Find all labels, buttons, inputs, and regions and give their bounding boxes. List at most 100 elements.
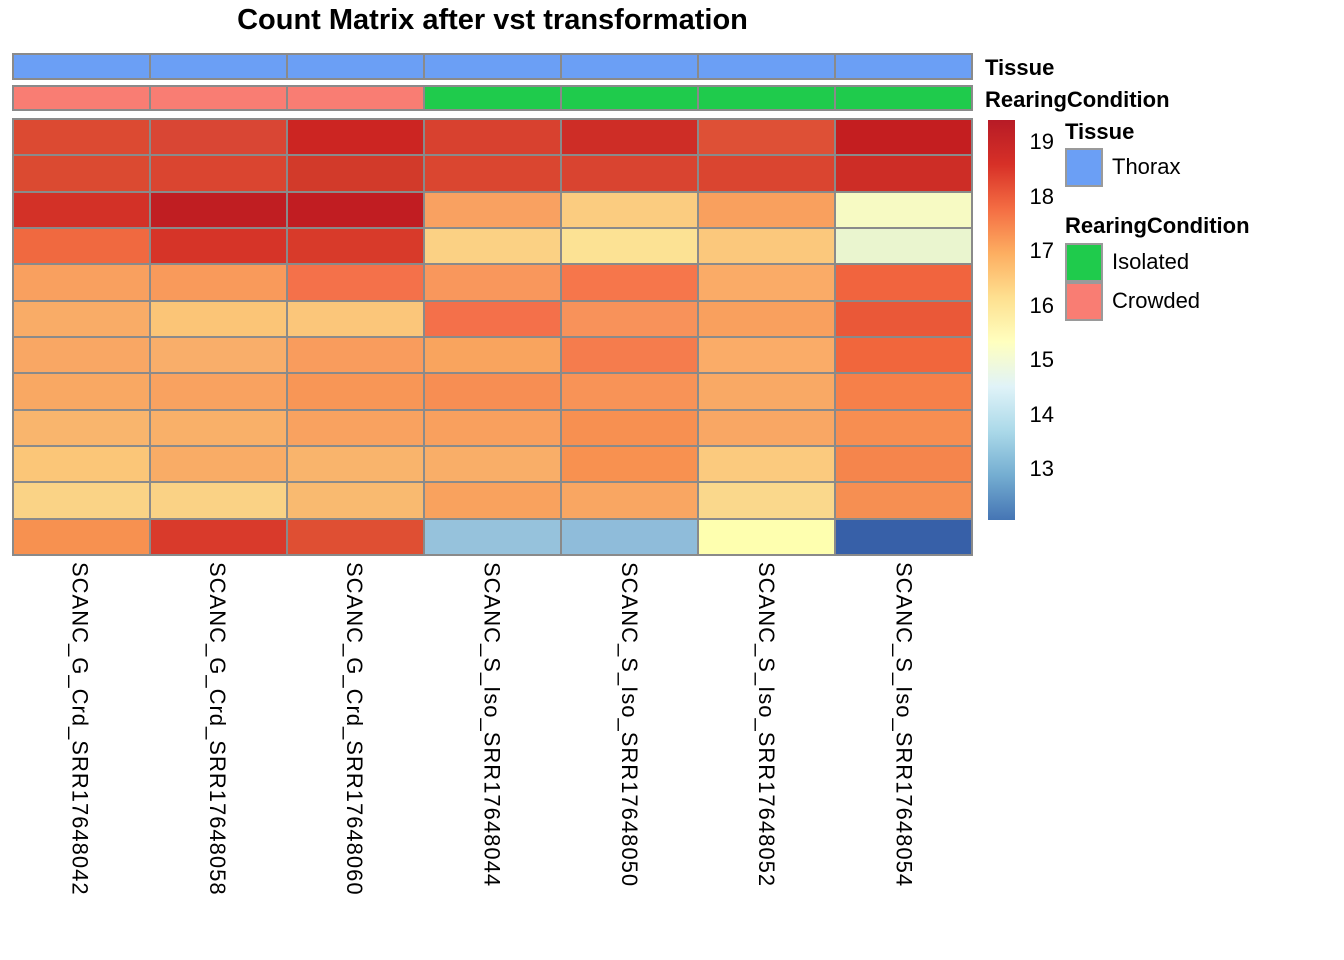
heatmap-grid [12, 118, 973, 556]
colorbar-tick-label: 14 [1029, 401, 1054, 427]
heatmap-cell [698, 336, 835, 374]
heatmap-cell [835, 119, 972, 156]
heatmap-cell [561, 264, 698, 301]
heatmap-cell [424, 518, 561, 555]
heatmap-cell [150, 264, 287, 301]
heatmap-cell [561, 518, 698, 555]
tissue-annotation-cell [698, 54, 835, 79]
heatmap-cell [424, 373, 561, 410]
heatmap-cell [698, 482, 835, 519]
heatmap-cell [287, 264, 424, 301]
heatmap-cell [287, 119, 424, 156]
legend-rearing-label: Crowded [1112, 288, 1201, 313]
legend-tissue-label: Thorax [1112, 154, 1181, 179]
heatmap-cell [13, 373, 150, 410]
tissue-annotation-cell [13, 54, 150, 79]
heatmap-cell [13, 300, 150, 337]
heatmap-cell [287, 409, 424, 446]
heatmap-cell [13, 264, 150, 301]
heatmap-cell [150, 119, 287, 156]
column-label: SCANC_S_Iso_SRR17648054 [891, 562, 917, 888]
colorbar-legend [988, 120, 1015, 520]
heatmap-cell [424, 409, 561, 446]
heatmap-cell [150, 227, 287, 265]
heatmap-cell [698, 155, 835, 192]
heatmap-cell [150, 373, 287, 410]
heatmap-cell [287, 336, 424, 374]
heatmap-cell [698, 119, 835, 156]
colorbar-tick-label: 16 [1029, 292, 1054, 318]
heatmap-cell [835, 409, 972, 446]
heatmap-cell [287, 373, 424, 410]
heatmap-cell [424, 227, 561, 265]
heatmap-cell [424, 155, 561, 192]
annotation-bar-rearing [12, 85, 973, 111]
heatmap-cell [698, 373, 835, 410]
heatmap-cell [287, 191, 424, 228]
heatmap-cell [13, 482, 150, 519]
heatmap-cell [13, 191, 150, 228]
heatmap-cell [561, 227, 698, 265]
heatmap-cell [698, 227, 835, 265]
heatmap-cell [561, 191, 698, 228]
annotation-label-tissue: Tissue [985, 55, 1055, 80]
heatmap-cell [561, 482, 698, 519]
rearing-annotation-cell [698, 86, 835, 110]
rearing-annotation-cell [424, 86, 561, 110]
tissue-annotation-cell [424, 54, 561, 79]
heatmap-cell [13, 227, 150, 265]
rearing-annotation-cell [150, 86, 287, 110]
heatmap-cell [150, 155, 287, 192]
heatmap-cell [150, 409, 287, 446]
legend-tissue-swatch [1065, 148, 1103, 187]
column-label: SCANC_S_Iso_SRR17648050 [616, 562, 642, 888]
heatmap-cell [424, 119, 561, 156]
heatmap-cell [150, 191, 287, 228]
heatmap-cell [287, 482, 424, 519]
rearing-annotation-cell [287, 86, 424, 110]
heatmap-cell [835, 191, 972, 228]
tissue-annotation-cell [150, 54, 287, 79]
heatmap-cell [13, 445, 150, 483]
heatmap-cell [835, 227, 972, 265]
legend-rearing-swatch [1065, 243, 1103, 282]
heatmap-cell [835, 518, 972, 555]
tissue-annotation-cell [835, 54, 972, 79]
heatmap-cell [287, 518, 424, 555]
heatmap-cell [698, 300, 835, 337]
heatmap-cell [150, 482, 287, 519]
legend-header-rearingcondition: RearingCondition [1065, 213, 1250, 238]
heatmap-cell [561, 445, 698, 483]
heatmap-cell [698, 518, 835, 555]
legend-header-tissue: Tissue [1065, 119, 1135, 144]
heatmap-cell [287, 445, 424, 483]
heatmap-cell [835, 336, 972, 374]
heatmap-cell [13, 409, 150, 446]
heatmap-cell [424, 300, 561, 337]
heatmap-cell [424, 191, 561, 228]
heatmap-cell [698, 445, 835, 483]
colorbar-tick-label: 19 [1029, 129, 1054, 154]
heatmap-cell [698, 409, 835, 446]
column-label: SCANC_G_Crd_SRR17648060 [342, 562, 368, 896]
heatmap-cell [835, 373, 972, 410]
heatmap-cell [150, 336, 287, 374]
column-label: SCANC_S_Iso_SRR17648044 [479, 562, 505, 888]
heatmap-cell [287, 300, 424, 337]
chart-title: Count Matrix after vst transformation [237, 4, 748, 36]
colorbar-tick-label: 17 [1029, 238, 1054, 263]
heatmap-cell [424, 445, 561, 483]
heatmap-cell [835, 445, 972, 483]
rearing-annotation-cell [561, 86, 698, 110]
heatmap-cell [561, 409, 698, 446]
rearing-annotation-cell [13, 86, 150, 110]
column-label: SCANC_S_Iso_SRR17648052 [754, 562, 780, 888]
heatmap-cell [13, 155, 150, 192]
heatmap-cell [835, 300, 972, 337]
heatmap-cell [150, 445, 287, 483]
tissue-annotation-cell [561, 54, 698, 79]
heatmap-cell [561, 119, 698, 156]
heatmap-cell [698, 264, 835, 301]
colorbar-tick-label: 18 [1029, 183, 1054, 209]
